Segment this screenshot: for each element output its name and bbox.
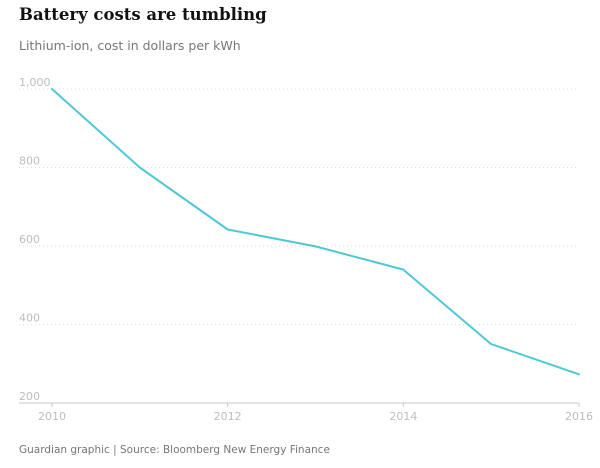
gridlines: [19, 88, 580, 407]
x-tick-label: 2010: [38, 410, 66, 423]
series-line: [51, 88, 580, 376]
data-point: [226, 228, 229, 231]
y-tick-label: 600: [19, 233, 40, 246]
data-point: [402, 268, 405, 271]
y-tick-label: 400: [19, 312, 40, 325]
chart-subtitle: Lithium-ion, cost in dollars per kWh: [19, 38, 241, 53]
source-credit: Guardian graphic | Source: Bloomberg New…: [19, 444, 330, 456]
data-point: [314, 245, 317, 248]
y-tick-label: 200: [19, 390, 40, 403]
y-axis-tick-labels: 1,000 800 600 400 200: [19, 76, 51, 403]
line-chart: 1,000 800 600 400 200 2010 2012 2014 2016: [19, 76, 593, 423]
data-point: [51, 88, 53, 90]
x-axis-tick-labels: 2010 2012 2014 2016: [38, 410, 593, 423]
y-tick-label: 800: [19, 155, 40, 168]
series-layer: [51, 88, 580, 376]
y-tick-label: 1,000: [19, 76, 51, 89]
data-point: [578, 373, 580, 376]
x-tick-label: 2012: [214, 410, 242, 423]
data-point: [138, 166, 141, 169]
chart-title: Battery costs are tumbling: [19, 5, 267, 24]
x-tick-label: 2014: [389, 410, 417, 423]
x-tick-label: 2016: [565, 410, 593, 423]
data-point: [490, 343, 493, 346]
